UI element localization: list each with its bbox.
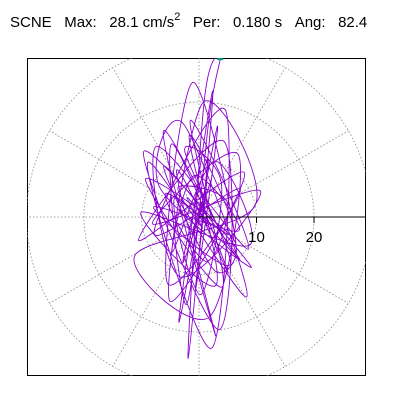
x-tick-label: 20 bbox=[306, 229, 323, 246]
grid-spoke bbox=[112, 216, 200, 367]
x-tick-label: 10 bbox=[248, 229, 265, 246]
peak-marker-group bbox=[217, 58, 224, 61]
max-value: 28.1 bbox=[109, 14, 139, 31]
motion-trace bbox=[133, 58, 261, 359]
grid-spoke bbox=[198, 67, 286, 218]
ang-value: 82.4 bbox=[338, 14, 368, 31]
ang-label: Ang: bbox=[294, 14, 326, 31]
max-unit-base: cm/s bbox=[142, 14, 175, 31]
particle-motion-plot: 10 20 bbox=[27, 58, 366, 376]
station-code: SCNE bbox=[10, 14, 52, 31]
plot-area: 10 20 bbox=[27, 58, 366, 376]
peak-marker bbox=[217, 58, 224, 61]
grid-spoke bbox=[198, 130, 349, 218]
trace-line bbox=[133, 58, 261, 359]
chart-header: SCNE Max: 28.1 cm/s2 Per: 0.180 s Ang: 8… bbox=[10, 11, 368, 36]
per-label: Per: bbox=[192, 14, 221, 31]
per-value: 0.180 s bbox=[232, 14, 283, 31]
horizontal-axis: 10 20 bbox=[199, 216, 365, 246]
max-unit-exponent: 2 bbox=[174, 11, 181, 23]
max-label: Max: bbox=[64, 14, 97, 31]
